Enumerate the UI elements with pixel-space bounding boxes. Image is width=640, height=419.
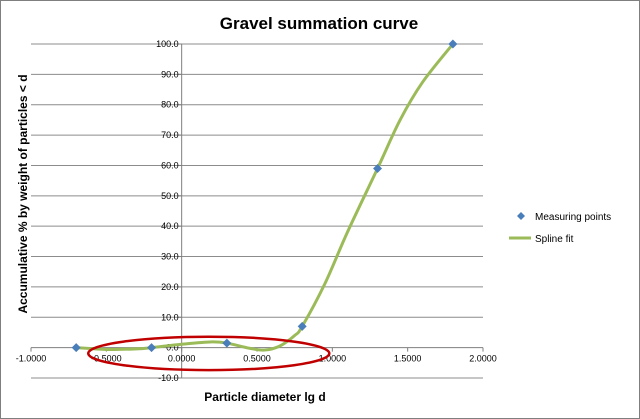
x-tick-label: 1.0000: [319, 354, 347, 364]
y-tick-label: 50.0: [161, 191, 179, 201]
x-axis-title: Particle diameter lg d: [204, 390, 325, 404]
x-tick-label: 1.5000: [394, 354, 422, 364]
y-tick-label: 80.0: [161, 100, 179, 110]
legend: Measuring points Spline fit: [509, 212, 611, 245]
x-tick-label: -0.5000: [91, 354, 122, 364]
spline-fit-series: [76, 43, 455, 352]
y-tick-label: 10.0: [161, 312, 179, 322]
y-tick-label: 60.0: [161, 160, 179, 170]
y-tick-label: 20.0: [161, 282, 179, 292]
red-highlight-ellipse: [87, 335, 331, 372]
spline-fit-line: [76, 43, 455, 352]
legend-marker-measuring-points: [517, 212, 525, 220]
legend-label-spline-fit: Spline fit: [535, 234, 574, 245]
x-tick-labels: -1.0000 -0.5000 0.0000 0.5000 1.0000 1.5000 2.…: [16, 354, 497, 364]
x-tick-label: -1.0000: [16, 354, 47, 364]
measuring-points-series: [71, 39, 458, 353]
legend-label-measuring-points: Measuring points: [535, 212, 611, 223]
x-tick-label: 0.0000: [168, 354, 196, 364]
x-tick-label: 0.5000: [243, 354, 271, 364]
x-tick-label: 2.0000: [469, 354, 497, 364]
chart-title: Gravel summation curve: [220, 14, 418, 33]
y-tick-label: 90.0: [161, 69, 179, 79]
annotation: [87, 335, 331, 372]
gridlines: [31, 43, 483, 379]
y-tick-label: 70.0: [161, 130, 179, 140]
data-point: [71, 343, 81, 353]
y-tick-label: 30.0: [161, 252, 179, 262]
y-tick-label: 40.0: [161, 221, 179, 231]
y-axis-title: Accumulative % by weight of particles < …: [16, 74, 30, 313]
y-tick-labels: -10.0 0.0 10.0 20.0 30.0 40.0 50.0 60.0 70.0 80.0…: [156, 39, 179, 383]
y-tick-label: 100.0: [156, 39, 179, 49]
data-point: [448, 39, 458, 49]
y-tick-label: -10.0: [158, 373, 179, 383]
data-point: [147, 343, 157, 353]
y-tick-label: 0.0: [166, 343, 179, 353]
data-point: [222, 338, 232, 348]
data-point: [297, 321, 307, 331]
axes: [30, 43, 484, 379]
data-point: [373, 163, 383, 173]
